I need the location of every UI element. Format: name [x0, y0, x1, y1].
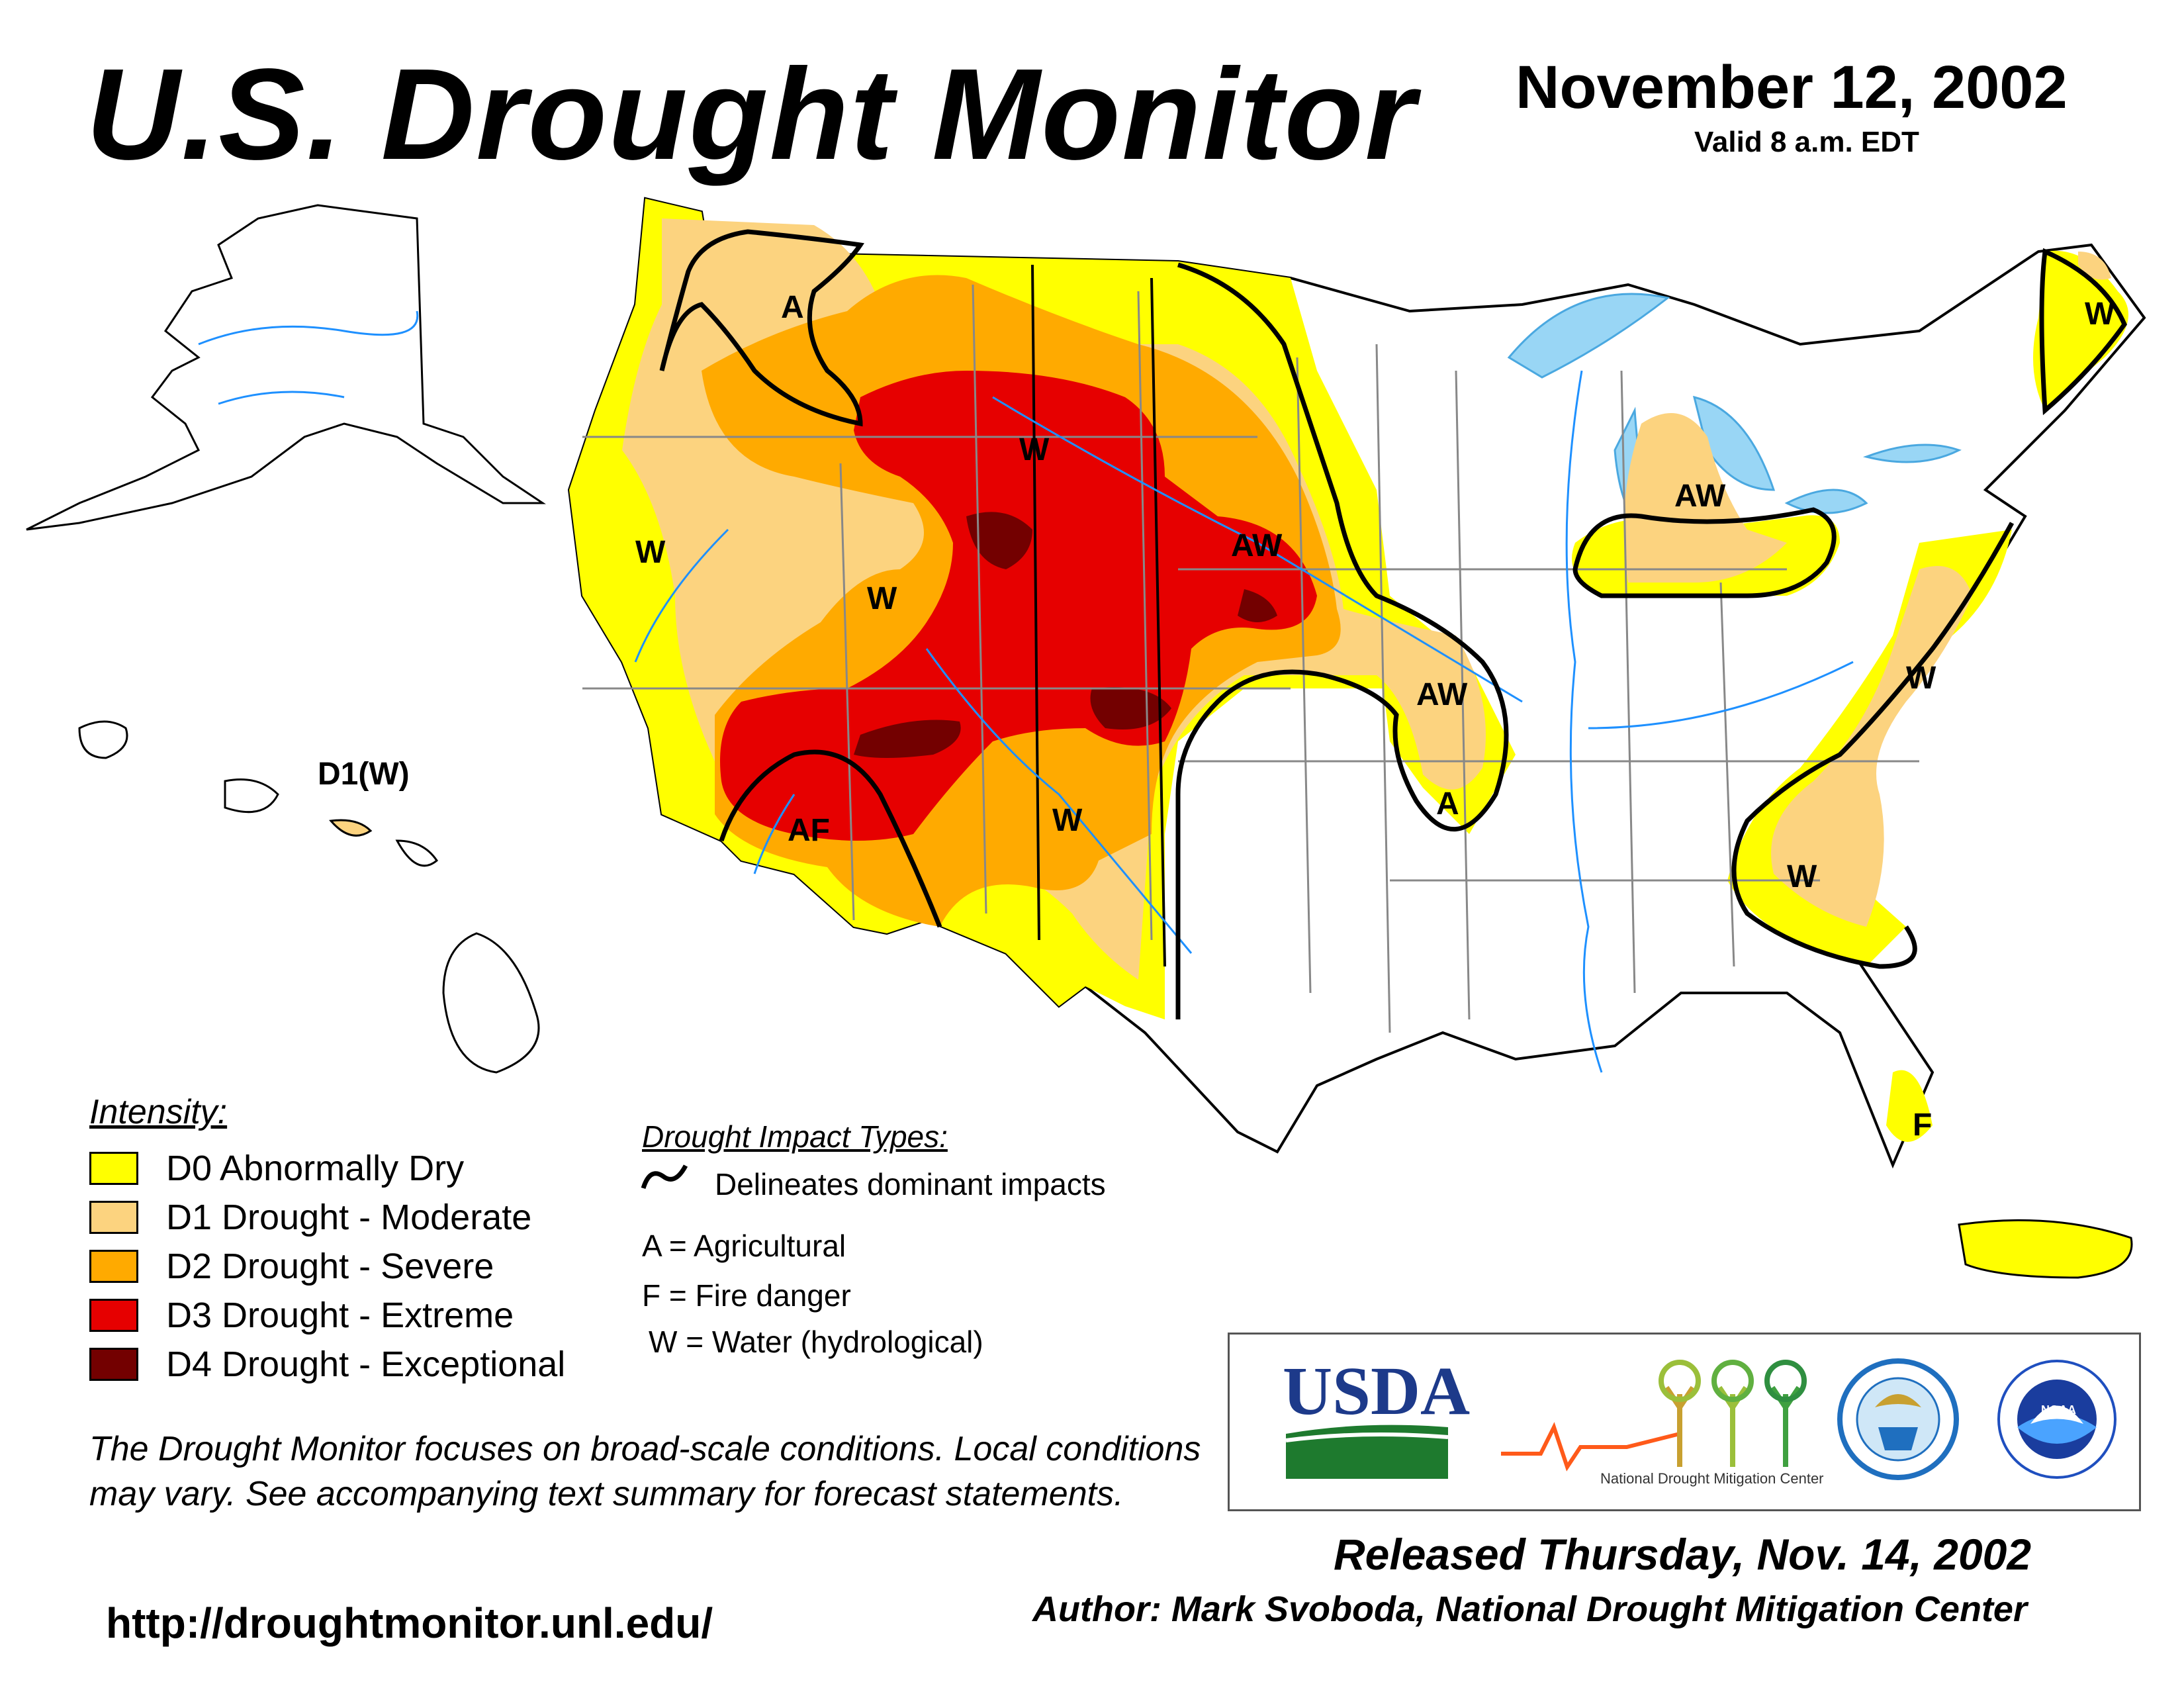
impact-label: W: [2085, 297, 2115, 332]
impact-label: A: [1436, 786, 1459, 821]
legend-label: D2 Drought - Severe: [166, 1246, 494, 1286]
rivers: [634, 370, 1854, 1073]
legend-title: Intensity:: [89, 1093, 228, 1131]
impact-label: W: [1019, 432, 1050, 467]
d3-regions: [720, 371, 1317, 841]
puerto-rico-outline: [1958, 1219, 2133, 1279]
alaska-outline: [26, 204, 546, 531]
impact-label: W: [867, 581, 897, 616]
valid-time: Valid 8 a.m. EDT: [1694, 126, 1919, 158]
state-boundaries-bold: [1031, 264, 1166, 967]
impact-line-label: Delineates dominant impacts: [715, 1167, 1106, 1201]
impact-line-icon: [641, 1164, 688, 1190]
impact-types-title: Drought Impact Types:: [642, 1119, 948, 1154]
impact-label: AW: [1416, 677, 1468, 712]
commerce-seal: [1837, 1358, 1959, 1480]
legend-swatch: [89, 1152, 138, 1185]
impact-code-fire: F = Fire danger: [642, 1278, 851, 1313]
hawaii-islands: [78, 720, 540, 1074]
partner-logos: USDA National Drought Mitigation Center: [1228, 1333, 2141, 1511]
impact-label: A: [781, 290, 804, 325]
legend-swatch: [89, 1201, 138, 1234]
impact-label: D1(W): [318, 757, 410, 792]
noaa-logo-text: NOAA: [2041, 1403, 2076, 1417]
impact-label: AW: [1231, 528, 1283, 563]
impact-label: AF: [788, 813, 830, 848]
legend-item-d4: D4 Drought - Exceptional: [89, 1344, 565, 1384]
legend-item-d2: D2 Drought - Severe: [89, 1246, 494, 1286]
impact-label: W: [635, 535, 666, 570]
impact-label: W: [1787, 859, 1817, 894]
legend-label: D4 Drought - Exceptional: [166, 1344, 566, 1384]
logos-svg: USDA National Drought Mitigation Center: [1283, 1353, 2116, 1487]
legend-label: D0 Abnormally Dry: [166, 1149, 465, 1188]
release-date: Released Thursday, Nov. 14, 2002: [1334, 1530, 2032, 1579]
impact-label: AW: [1674, 479, 1726, 514]
impact-label: W: [1906, 661, 1936, 696]
impact-labels: A W W W AW AW AW A AF W W W W F D1(W): [318, 290, 2115, 1143]
impact-label: F: [1913, 1107, 1932, 1143]
impact-lines: [659, 229, 2127, 1019]
disclaimer-note: The Drought Monitor focuses on broad-sca…: [89, 1430, 1201, 1513]
website-link[interactable]: http://droughtmonitor.unl.edu/: [106, 1599, 713, 1647]
legend-item-d1: D1 Drought - Moderate: [89, 1197, 531, 1237]
author-credit: Author: Mark Svoboda, National Drought M…: [1032, 1589, 2027, 1629]
legend-swatch: [89, 1348, 138, 1381]
impact-code-water: W = Water (hydrological): [649, 1325, 983, 1359]
state-boundaries: [582, 284, 1919, 1033]
legend-item-d0: D0 Abnormally Dry: [89, 1149, 464, 1188]
map-title: U.S. Drought Monitor: [86, 42, 1417, 187]
ndmc-logo-text: National Drought Mitigation Center: [1600, 1470, 1824, 1487]
usda-logo-text: USDA: [1283, 1353, 1470, 1429]
alaska-rivers: [198, 310, 419, 405]
legend-label: D3 Drought - Extreme: [166, 1295, 514, 1335]
impact-label: W: [1052, 803, 1083, 838]
map-date: November 12, 2002: [1516, 54, 2068, 121]
usda-logo: USDA: [1283, 1353, 1470, 1479]
legend-label: D1 Drought - Moderate: [166, 1197, 532, 1237]
noaa-logo: NOAA: [1997, 1360, 2116, 1479]
ndmc-logo: National Drought Mitigation Center: [1501, 1360, 1824, 1487]
legend-item-d3: D3 Drought - Extreme: [89, 1295, 514, 1335]
legend-swatch: [89, 1250, 138, 1283]
legend-swatch: [89, 1299, 138, 1332]
d4-regions: [854, 512, 1277, 758]
impact-code-agricultural: A = Agricultural: [642, 1229, 846, 1263]
